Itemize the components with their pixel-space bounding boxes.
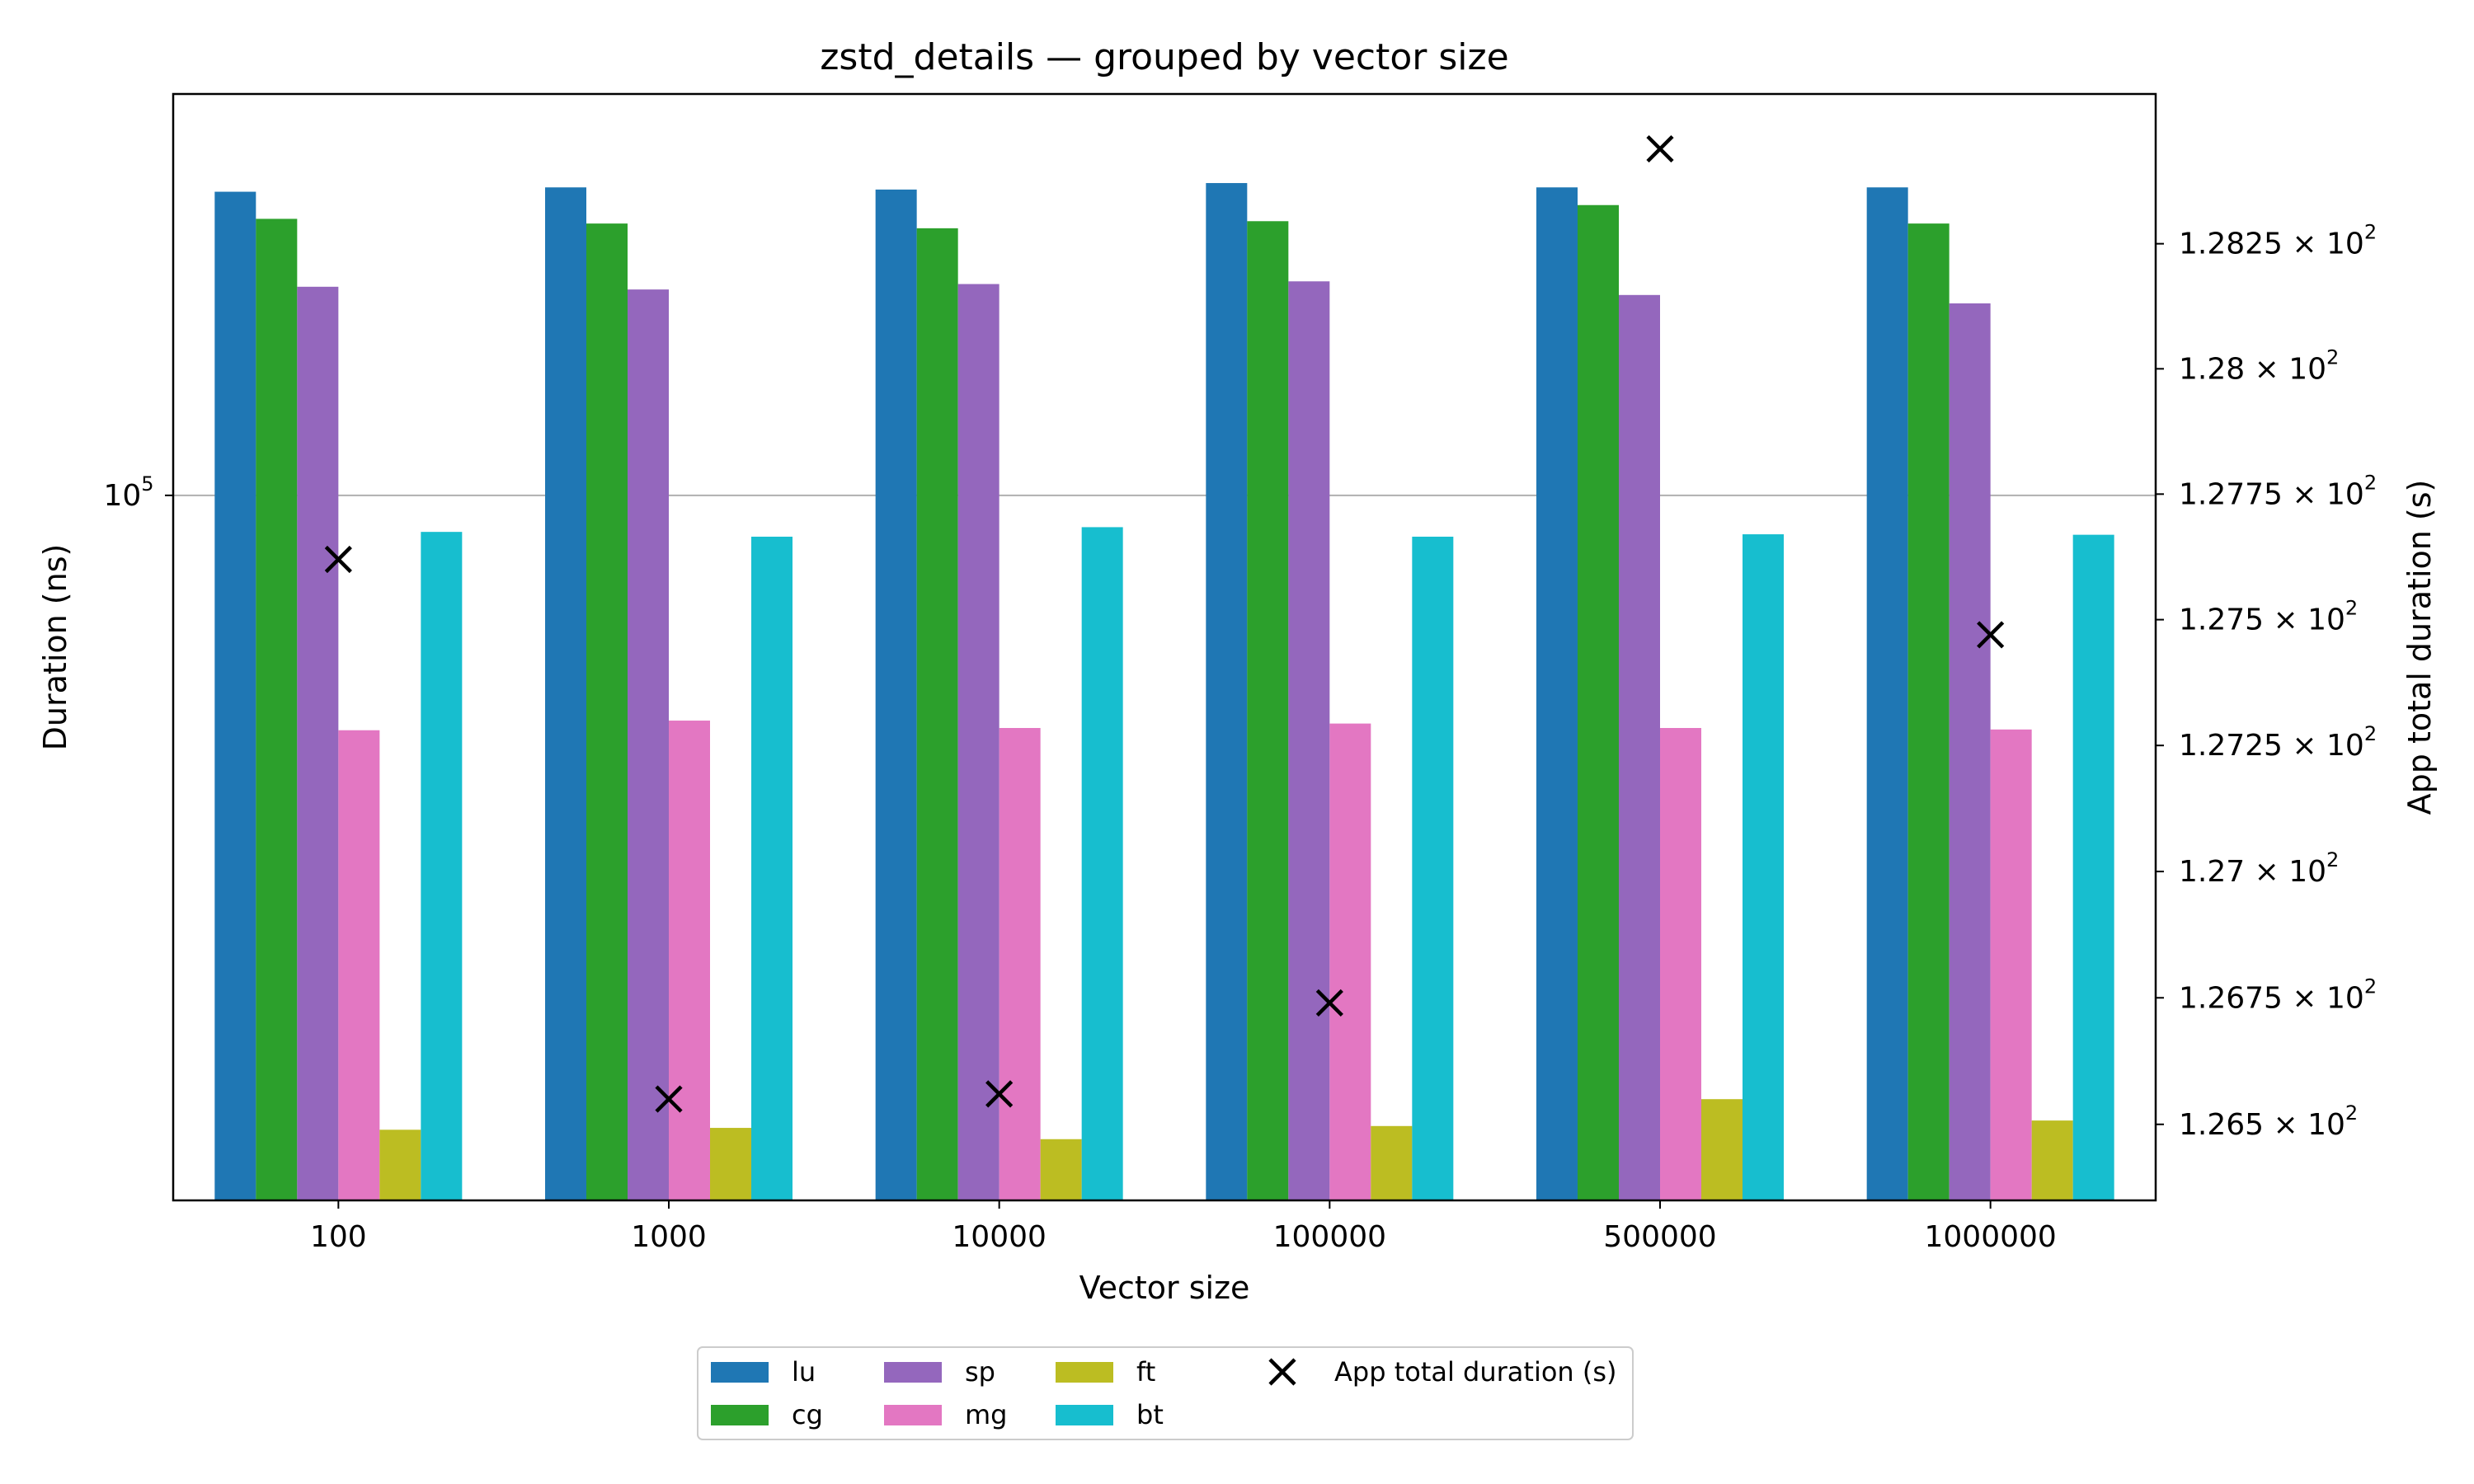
y2-axis-label: App total duration (s) (2401, 480, 2438, 815)
y2-tick-label: 1.2675 × 102 (2179, 974, 2377, 1015)
x-tick-label: 100 (310, 1220, 367, 1254)
app-total-marker-100000 (1315, 989, 1343, 1017)
legend-swatch-sp (884, 1362, 942, 1383)
y2-tick-label: 1.275 × 102 (2179, 597, 2358, 637)
bar-lu-500000 (1536, 187, 1578, 1200)
bar-ft-100000 (1371, 1125, 1413, 1200)
y-tick-label: 105 (103, 472, 153, 513)
bar-bt-500000 (1743, 534, 1784, 1200)
app-total-marker-500000 (1646, 134, 1674, 163)
bar-mg-10000 (999, 728, 1041, 1200)
bar-mg-1000 (669, 721, 710, 1200)
chart-title: zstd_details — grouped by vector size (820, 36, 1508, 78)
bar-sp-100000 (1288, 281, 1330, 1200)
marker-stroke (985, 1080, 1014, 1108)
bar-cg-100 (256, 218, 298, 1200)
y2-tick-label: 1.2825 × 102 (2179, 221, 2377, 261)
y2-tick-label: 1.27 × 102 (2179, 848, 2339, 889)
bar-sp-500000 (1619, 294, 1660, 1200)
bar-bt-10000 (1081, 527, 1123, 1200)
marker-stroke (324, 545, 352, 574)
y2-axis-ticks: 1.265 × 102 1.2675 × 102 1.27 × 102 1.2725 … (2156, 221, 2377, 1142)
app-total-marker-1000 (655, 1085, 683, 1113)
bar-lu-1000000 (1866, 187, 1908, 1200)
y-axis-ticks: 105 (103, 472, 173, 513)
bar-ft-1000000 (2031, 1120, 2073, 1200)
bar-bt-100000 (1412, 536, 1454, 1200)
bar-sp-1000000 (1949, 303, 1991, 1201)
app-total-marker-1000000 (1977, 621, 2005, 649)
marker-stroke (1315, 989, 1343, 1017)
legend-label-ft: ft (1136, 1356, 1155, 1388)
legend-label-cg: cg (792, 1399, 823, 1430)
app-total-markers (324, 134, 2005, 1113)
marker-stroke (655, 1085, 683, 1113)
x-axis-ticks: 100 1000 10000 100000 500000 1000000 (310, 1200, 2057, 1254)
bars (214, 183, 2114, 1201)
y2-tick-label: 1.28 × 102 (2179, 345, 2339, 386)
legend-swatch-bt (1056, 1405, 1113, 1425)
bar-bt-1000 (751, 536, 793, 1200)
legend-swatch-ft (1056, 1362, 1113, 1383)
y-axis-label: Duration (ns) (37, 544, 73, 751)
bar-mg-1000000 (1990, 729, 2032, 1200)
bar-mg-500000 (1660, 728, 1701, 1200)
x-axis-label: Vector size (1079, 1270, 1250, 1306)
legend-label-bt: bt (1136, 1399, 1164, 1430)
legend-label-sp: sp (965, 1356, 995, 1388)
plot-frame (172, 92, 2157, 1202)
bar-sp-100 (297, 286, 339, 1200)
legend-label-lu: lu (792, 1356, 816, 1388)
legend-swatch-mg (884, 1405, 942, 1425)
bar-lu-100000 (1206, 183, 1248, 1200)
bar-ft-100 (379, 1129, 421, 1200)
bar-cg-10000 (916, 228, 958, 1200)
bar-lu-100 (214, 191, 256, 1201)
bar-lu-10000 (875, 189, 917, 1201)
legend-swatch-lu (711, 1362, 769, 1383)
x-tick-label: 1000000 (1924, 1220, 2056, 1254)
bar-cg-500000 (1578, 204, 1619, 1201)
x-tick-label: 10000 (952, 1220, 1047, 1254)
bar-ft-1000 (710, 1128, 751, 1200)
bar-cg-1000000 (1907, 223, 1950, 1201)
bar-bt-100 (421, 532, 463, 1200)
bar-ft-10000 (1040, 1139, 1082, 1200)
bar-sp-1000 (628, 289, 669, 1201)
bar-ft-500000 (1701, 1099, 1743, 1200)
bar-cg-100000 (1247, 221, 1289, 1200)
marker-stroke (1977, 621, 2005, 649)
x-tick-label: 1000 (631, 1220, 707, 1254)
legend: lu cg sp mg ft bt App total duration (s) (697, 1346, 1634, 1440)
legend-label-app-total: App total duration (s) (1334, 1356, 1617, 1388)
x-tick-label: 500000 (1603, 1220, 1716, 1254)
y2-tick-label: 1.2725 × 102 (2179, 722, 2377, 763)
legend-swatch-cg (711, 1405, 769, 1425)
legend-label-mg: mg (965, 1399, 1007, 1430)
bar-mg-100000 (1329, 723, 1371, 1200)
app-total-marker-10000 (985, 1080, 1014, 1108)
marker-stroke (1646, 134, 1674, 163)
bar-sp-10000 (957, 284, 999, 1200)
bar-lu-1000 (545, 187, 586, 1200)
y2-tick-label: 1.2775 × 102 (2179, 471, 2377, 511)
legend-marker-app-total (1268, 1358, 1296, 1386)
x-tick-label: 100000 (1273, 1220, 1386, 1254)
y2-tick-label: 1.265 × 102 (2179, 1101, 2358, 1142)
app-total-marker-100 (324, 545, 352, 574)
bar-cg-1000 (586, 223, 628, 1201)
bar-mg-100 (338, 730, 380, 1200)
marker-stroke (1268, 1358, 1296, 1386)
bar-bt-1000000 (2072, 534, 2114, 1200)
